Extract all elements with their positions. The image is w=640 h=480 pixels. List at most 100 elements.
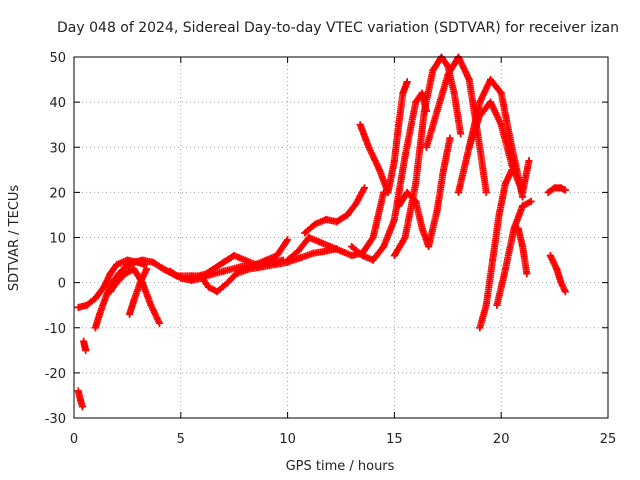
- data-point: [115, 270, 123, 278]
- data-point: [429, 67, 437, 75]
- data-point: [476, 98, 484, 106]
- chart-title: Day 048 of 2024, Sidereal Day-to-day VTE…: [57, 20, 619, 36]
- data-point: [348, 243, 356, 251]
- data-point: [102, 292, 110, 300]
- y-tick-label: 30: [49, 141, 66, 156]
- data-point: [450, 89, 458, 97]
- plot-frame: [73, 56, 609, 419]
- data-point: [96, 310, 104, 318]
- data-point: [284, 256, 292, 264]
- data-point: [311, 220, 319, 228]
- data-point: [399, 89, 407, 97]
- data-point: [519, 188, 527, 196]
- data-point: [155, 319, 163, 327]
- data-point: [487, 76, 495, 84]
- data-point: [514, 224, 522, 232]
- data-point: [412, 98, 420, 106]
- y-tick-label: 20: [49, 186, 66, 201]
- y-axis-label: SDTVAR / TECUs: [7, 185, 22, 292]
- data-point: [519, 202, 527, 210]
- data-point: [79, 403, 87, 411]
- data-point: [360, 184, 368, 192]
- data-point: [343, 211, 351, 219]
- series-arc-14: [395, 134, 454, 251]
- data-point: [322, 247, 330, 255]
- series-arc-19: [493, 197, 535, 309]
- data-point: [262, 256, 270, 264]
- data-point: [390, 215, 398, 223]
- data-point: [130, 265, 138, 273]
- data-point: [224, 279, 232, 287]
- series-arc-11: [356, 78, 411, 196]
- data-point: [138, 256, 146, 264]
- data-point: [523, 270, 531, 278]
- data-point: [166, 267, 174, 275]
- x-tick-label: 25: [600, 432, 617, 447]
- data-point: [83, 301, 91, 309]
- x-axis-label: GPS time / hours: [286, 459, 395, 474]
- data-point: [553, 265, 561, 273]
- data-point: [390, 252, 398, 260]
- data-point: [418, 224, 426, 232]
- x-tick-label: 5: [177, 432, 185, 447]
- data-point: [508, 166, 516, 174]
- data-point: [252, 261, 260, 269]
- x-tick-label: 15: [386, 432, 403, 447]
- series-markers: [514, 225, 531, 278]
- data-point: [425, 243, 433, 251]
- data-point: [444, 71, 452, 79]
- data-point: [326, 243, 334, 251]
- data-point: [232, 270, 240, 278]
- data-point: [213, 288, 221, 296]
- data-point: [403, 188, 411, 196]
- x-tick-label: 10: [279, 432, 296, 447]
- series-arc-18: [476, 166, 516, 332]
- data-point: [465, 76, 473, 84]
- data-point: [271, 261, 279, 269]
- data-point: [527, 197, 535, 205]
- series-arc-22: [546, 252, 569, 296]
- data-point: [352, 200, 360, 208]
- data-point: [220, 258, 228, 266]
- data-point: [446, 134, 454, 142]
- data-point: [187, 274, 195, 282]
- data-point: [316, 238, 324, 246]
- data-point: [305, 234, 313, 241]
- axis-ticks: 0 5 10 15 20 25 -30 -20 -10 0 10 20 30 40 50: [45, 51, 617, 447]
- data-point: [106, 270, 114, 278]
- series-arc-1: [74, 387, 87, 411]
- data-point: [412, 197, 420, 205]
- data-point: [482, 188, 490, 196]
- data-point: [309, 249, 317, 257]
- data-point: [395, 202, 403, 210]
- data-point: [489, 256, 497, 264]
- data-point: [365, 143, 373, 151]
- series-arc-15: [422, 53, 490, 196]
- data-point: [91, 294, 99, 302]
- data-point: [369, 234, 377, 241]
- data-point: [525, 157, 533, 165]
- data-point: [160, 265, 168, 273]
- data-point: [551, 184, 559, 192]
- data-point: [220, 267, 228, 275]
- data-point: [457, 130, 465, 138]
- series-arc-2: [80, 337, 90, 354]
- series-arc-7: [166, 245, 341, 296]
- data-point: [106, 288, 114, 296]
- data-point: [76, 396, 84, 404]
- data-series: [74, 53, 569, 411]
- data-point: [113, 279, 121, 287]
- data-point: [433, 107, 441, 115]
- data-point: [497, 121, 505, 129]
- data-point: [136, 279, 144, 287]
- data-point: [333, 218, 341, 226]
- data-point: [337, 247, 345, 255]
- data-point: [245, 265, 253, 273]
- data-point: [284, 236, 292, 244]
- data-point: [401, 152, 409, 160]
- data-point: [241, 256, 249, 264]
- data-point: [440, 166, 448, 174]
- grid-lines: [74, 57, 608, 418]
